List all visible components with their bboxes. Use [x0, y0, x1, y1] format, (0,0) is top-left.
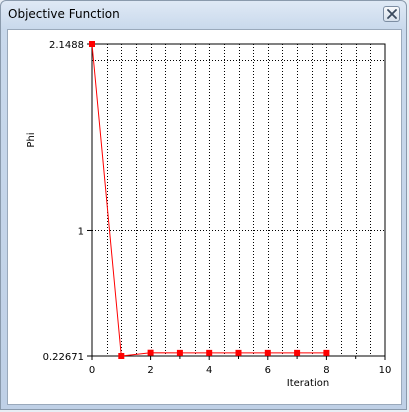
close-button[interactable] — [383, 6, 400, 22]
y-tick-label: 0.22671 — [43, 352, 84, 363]
close-icon — [387, 9, 397, 19]
x-axis-label: Iteration — [287, 378, 329, 389]
data-point — [323, 349, 330, 356]
x-tick-label: 2 — [147, 365, 153, 376]
data-point — [294, 349, 301, 356]
title-bar[interactable]: Objective Function — [1, 1, 406, 29]
x-tick-label: 6 — [265, 365, 271, 376]
y-tick-label: 1 — [78, 226, 84, 237]
x-tick-label: 0 — [89, 365, 95, 376]
x-tick-label: 10 — [379, 365, 392, 376]
y-tick-label: 2.1488 — [49, 40, 84, 51]
data-point — [176, 349, 183, 356]
data-point — [206, 349, 213, 356]
window-title: Objective Function — [8, 7, 120, 21]
y-axis-label: Phi — [26, 132, 37, 147]
data-point — [264, 349, 271, 356]
plot-frame — [91, 43, 386, 357]
data-point — [235, 349, 242, 356]
x-tick-label: 4 — [206, 365, 212, 376]
data-point — [89, 41, 95, 47]
x-tick-label: 8 — [323, 365, 329, 376]
chart-area: 0 2 4 6 8 10 2.1488 1 0.22671 Iteration Phi — [7, 29, 402, 405]
data-point — [118, 353, 125, 359]
data-point — [147, 349, 154, 356]
objective-function-chart: 0 2 4 6 8 10 2.1488 1 0.22671 Iteration Phi — [26, 40, 392, 389]
